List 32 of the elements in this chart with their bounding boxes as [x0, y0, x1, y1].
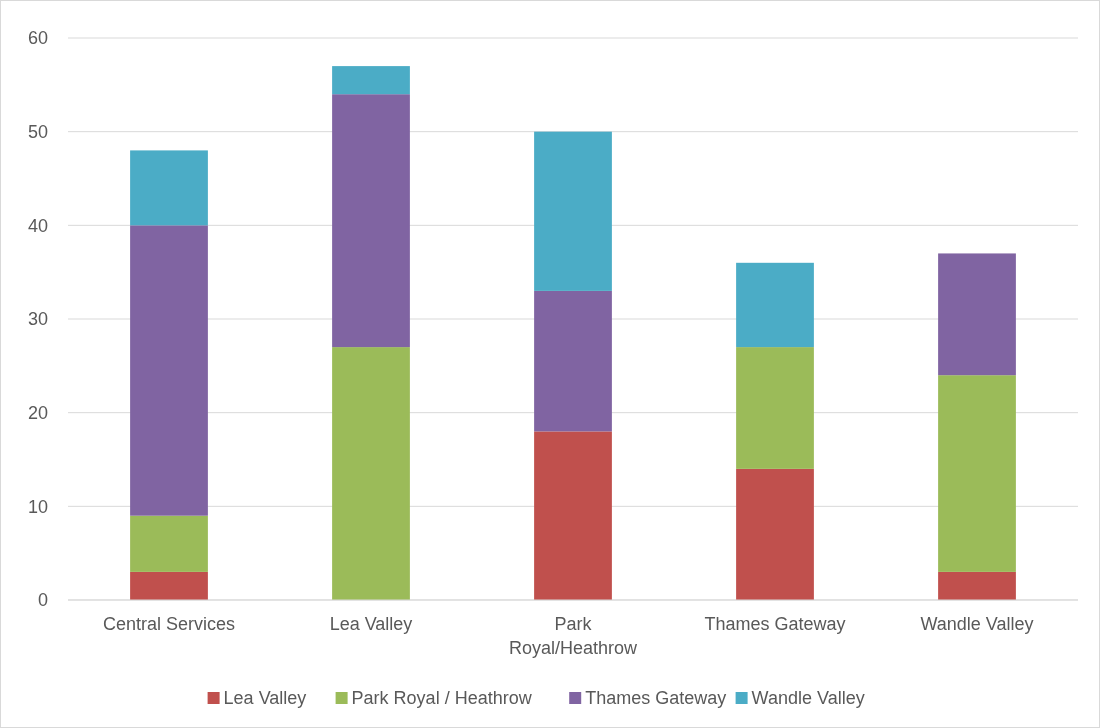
- x-tick-label: Wandle Valley: [920, 614, 1034, 634]
- bar: [332, 347, 410, 600]
- bar: [332, 94, 410, 348]
- legend-label: Lea Valley: [223, 688, 307, 709]
- bar: [332, 66, 410, 95]
- bar: [534, 431, 612, 600]
- bar: [130, 225, 208, 516]
- bar: [938, 571, 1016, 600]
- legend-label: Park Royal / Heathrow: [351, 688, 533, 709]
- y-tick-label: 40: [27, 215, 48, 236]
- bar: [130, 150, 208, 226]
- y-tick-label: 0: [37, 590, 48, 611]
- y-tick-label: 10: [27, 496, 48, 517]
- y-tick-label: 20: [27, 402, 48, 423]
- bar: [534, 290, 612, 432]
- bar: [736, 262, 814, 348]
- bar: [534, 131, 612, 291]
- legend-label: Wandle Valley: [751, 688, 865, 709]
- x-tick-label: Lea Valley: [329, 614, 413, 634]
- x-tick-label: Thames Gateway: [704, 614, 846, 634]
- y-tick-label: 60: [27, 28, 48, 49]
- bar: [938, 375, 1016, 572]
- x-tick-label: Park Royal/Heathrow: [508, 614, 639, 658]
- bar: [736, 347, 814, 469]
- bar: [130, 515, 208, 572]
- legend-label: Thames Gateway: [585, 688, 727, 709]
- x-tick-label: Central Services: [102, 614, 236, 634]
- bar: [938, 253, 1016, 376]
- bar: [736, 468, 814, 600]
- y-tick-label: 30: [27, 309, 48, 330]
- bar: [130, 571, 208, 600]
- y-tick-label: 50: [27, 121, 48, 142]
